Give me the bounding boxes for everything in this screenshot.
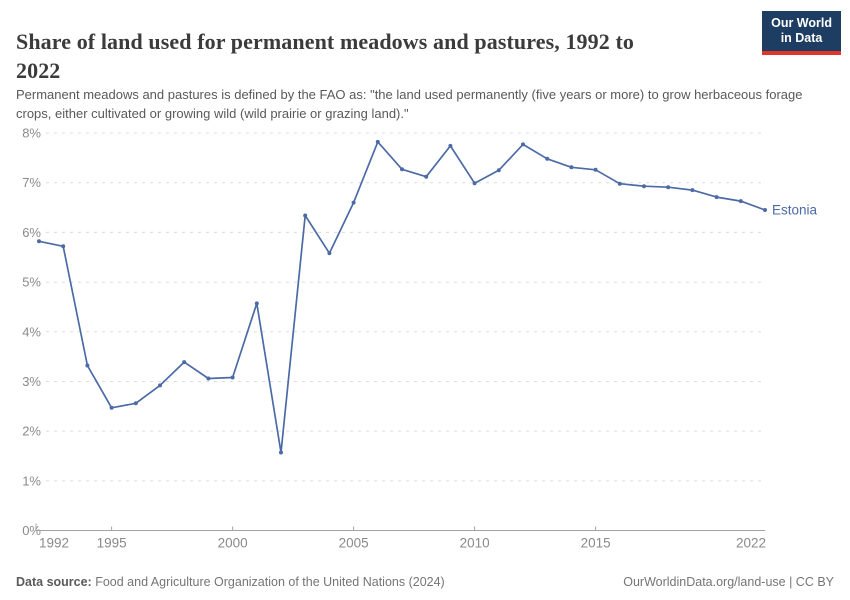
data-point[interactable] xyxy=(37,239,41,244)
x-tick-label: 2015 xyxy=(581,536,611,551)
x-axis: 1992 1995 2000 2005 2010 2015 2022 xyxy=(35,523,766,551)
data-point[interactable] xyxy=(206,376,211,381)
data-point[interactable] xyxy=(254,301,259,306)
data-line[interactable] xyxy=(38,141,766,454)
x-tick-label: 2010 xyxy=(460,536,490,551)
x-tick-label: 2022 xyxy=(736,536,766,551)
data-point[interactable] xyxy=(642,184,646,189)
series-estonia[interactable]: Estonia xyxy=(37,139,818,455)
y-tick-label: 2% xyxy=(22,424,41,439)
data-point[interactable] xyxy=(545,156,550,161)
entity-label[interactable]: Estonia xyxy=(772,203,818,218)
x-tick-label: 2000 xyxy=(218,536,248,551)
data-point[interactable] xyxy=(109,405,114,410)
data-point[interactable] xyxy=(763,208,767,212)
data-point[interactable] xyxy=(400,167,404,172)
data-point[interactable] xyxy=(448,143,453,148)
data-point[interactable] xyxy=(666,185,671,190)
chart-title: Share of land used for permanent meadows… xyxy=(16,28,634,84)
x-tick-label: 1995 xyxy=(97,536,127,551)
data-point[interactable] xyxy=(230,375,235,380)
x-tick-label: 1992 xyxy=(39,536,69,551)
data-point[interactable] xyxy=(714,195,719,200)
data-point[interactable] xyxy=(617,181,622,186)
data-point[interactable] xyxy=(85,363,90,368)
data-point[interactable] xyxy=(593,167,598,172)
data-point[interactable] xyxy=(279,450,283,455)
data-source-label: Data source: xyxy=(16,575,92,589)
data-point[interactable] xyxy=(351,200,356,205)
data-point[interactable] xyxy=(690,188,695,193)
data-point[interactable] xyxy=(496,168,501,173)
x-tick-label: 2005 xyxy=(339,536,369,551)
chart-subtitle: Permanent meadows and pastures is define… xyxy=(16,87,803,121)
data-source-text: Food and Agriculture Organization of the… xyxy=(91,575,445,589)
data-point[interactable] xyxy=(182,360,187,365)
chart-footer: Data source: Food and Agriculture Organi… xyxy=(16,575,834,589)
owid-logo-line1: Our World xyxy=(771,16,832,30)
y-tick-label: 4% xyxy=(22,324,41,339)
y-tick-label: 7% xyxy=(22,175,41,190)
data-source: Data source: Food and Agriculture Organi… xyxy=(16,575,445,589)
owid-license-link[interactable]: OurWorldinData.org/land-use | CC BY xyxy=(623,575,834,589)
data-point[interactable] xyxy=(303,213,308,218)
y-tick-label: 3% xyxy=(22,374,41,389)
data-point[interactable] xyxy=(375,139,380,144)
y-tick-label: 6% xyxy=(22,225,41,240)
owid-logo[interactable]: Our World in Data xyxy=(762,11,841,55)
data-point[interactable] xyxy=(327,251,332,256)
data-point[interactable] xyxy=(133,401,138,406)
data-point[interactable] xyxy=(521,142,525,147)
owid-logo-line2: in Data xyxy=(780,31,823,46)
gridlines xyxy=(46,132,765,482)
data-point[interactable] xyxy=(738,199,743,204)
y-axis: 0% 1% 2% 3% 4% 5% 6% 7% 8% xyxy=(22,126,41,539)
y-tick-label: 1% xyxy=(22,473,41,488)
data-point[interactable] xyxy=(569,165,574,170)
y-tick-label: 0% xyxy=(22,523,41,538)
y-tick-label: 8% xyxy=(22,126,41,141)
y-tick-label: 5% xyxy=(22,275,41,290)
data-point[interactable] xyxy=(472,181,477,186)
data-point[interactable] xyxy=(424,174,429,179)
data-point[interactable] xyxy=(61,244,66,249)
data-point[interactable] xyxy=(158,383,162,388)
